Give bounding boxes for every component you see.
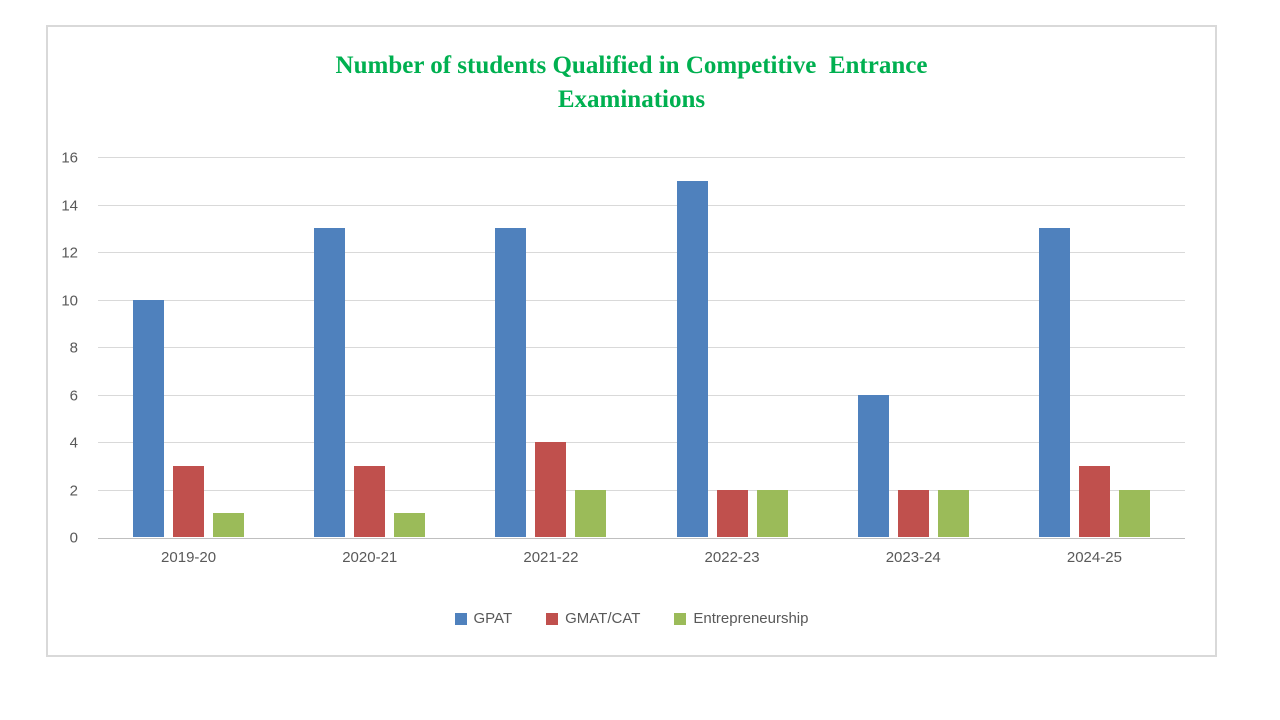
y-axis-tick-label: 12 (61, 244, 78, 262)
bar-gmat-cat (354, 465, 386, 537)
bar-gmat-cat (716, 489, 748, 537)
bar-gmat-cat (897, 489, 929, 537)
y-axis-tick-label: 8 (69, 339, 78, 357)
chart-frame: Number of students Qualified in Competit… (46, 25, 1217, 657)
gridline (98, 252, 1185, 253)
y-axis-tick-label: 0 (69, 529, 78, 547)
legend-swatch-icon (546, 612, 559, 625)
y-axis-tick-label: 16 (61, 149, 78, 167)
x-axis-tick-label: 2019-20 (161, 549, 217, 566)
gridline (98, 394, 1185, 396)
chart-title-line-2: Examinations (557, 86, 706, 113)
legend-label: Entrepreneurship (693, 610, 809, 627)
bar-entrepreneurship (394, 513, 426, 537)
legend: GPAT GMAT/CAT Entrepreneurship (48, 610, 1215, 627)
bar-gpat (314, 228, 346, 537)
chart-title: Number of students Qualified in Competit… (48, 49, 1215, 117)
y-axis-tick-label: 10 (61, 292, 78, 309)
x-axis-line (98, 538, 1185, 539)
y-axis-tick-label: 14 (61, 197, 78, 214)
bar-gmat-cat (173, 465, 205, 537)
gridline (98, 489, 1185, 491)
bar-gpat (1038, 228, 1070, 537)
bar-entrepreneurship (213, 513, 245, 537)
legend-item: GPAT (454, 610, 513, 627)
bar-gpat (133, 299, 165, 537)
legend-swatch-icon (674, 612, 687, 625)
y-axis-tick-label: 2 (69, 482, 78, 499)
bar-gpat (495, 228, 527, 537)
legend-label: GMAT/CAT (565, 610, 641, 627)
bar-entrepreneurship (575, 489, 607, 537)
bar-entrepreneurship (756, 489, 788, 537)
gridline (98, 299, 1185, 301)
x-axis-tick-label: 2023-24 (885, 549, 941, 566)
y-axis: 0 2 4 6 8 10 12 14 16 (36, 150, 78, 547)
bar-gmat-cat (1078, 465, 1110, 537)
bar-entrepreneurship (1118, 489, 1150, 537)
x-axis-tick-label: 2021-22 (523, 549, 579, 566)
y-axis-tick-label: 6 (69, 387, 78, 404)
y-axis-tick-label: 4 (69, 434, 78, 452)
x-axis-tick-label: 2024-25 (1066, 549, 1122, 566)
gridline (98, 157, 1185, 158)
x-axis: 2019-20 2020-21 2021-22 2022-23 2023-24 2024-… (98, 549, 1185, 573)
legend-item: Entrepreneurship (674, 610, 808, 627)
bar-gpat (857, 394, 889, 537)
plot-area: 0 2 4 6 8 10 12 14 16 2019-20 2020-21 2021-22 2022-… (61, 150, 1185, 566)
gridline (98, 204, 1185, 206)
gridline (98, 442, 1185, 443)
x-axis-tick-label: 2020-21 (342, 549, 398, 566)
bar-entrepreneurship (937, 489, 969, 537)
legend-item: GMAT/CAT (546, 610, 640, 627)
gridline (98, 347, 1185, 348)
bar-gpat (676, 180, 708, 537)
x-axis-tick-label: 2022-23 (704, 549, 760, 566)
chart-title-line-1: Number of students Qualified in Competit… (335, 52, 928, 79)
bar-gmat-cat (535, 442, 567, 537)
legend-swatch-icon (454, 612, 467, 625)
legend-label: GPAT (473, 610, 513, 627)
